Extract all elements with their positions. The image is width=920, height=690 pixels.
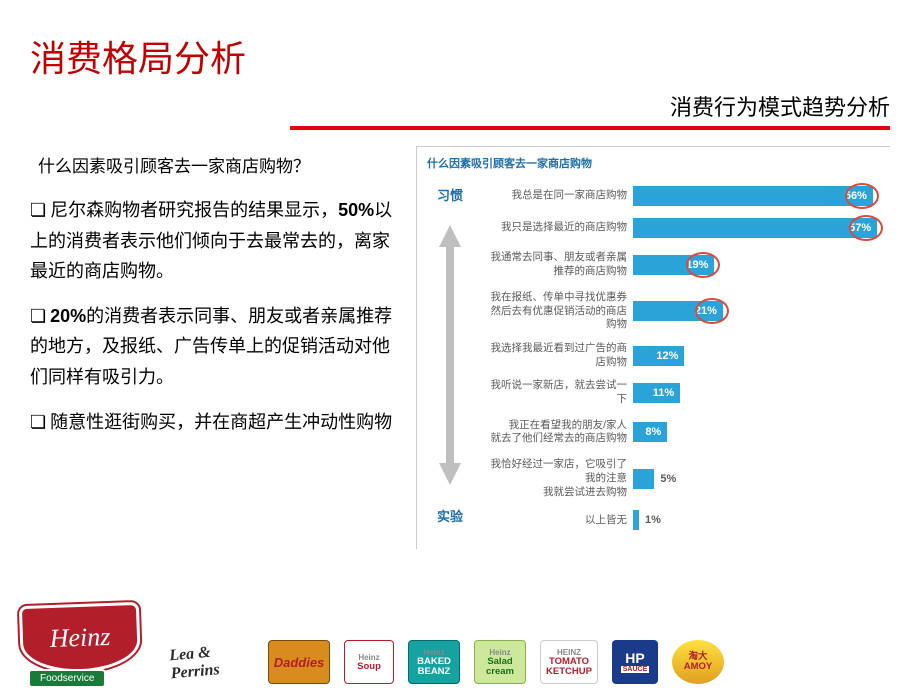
bar-value: 1% [645,514,661,526]
subtitle: 消费行为模式趋势分析 [670,90,890,122]
slide: 消费格局分析 消费行为模式趋势分析 什么因素吸引顾客去一家商店购物？ ❏尼尔森购… [0,0,920,690]
divider [290,126,890,130]
bar-track: 19% [633,255,890,275]
axis-bottom-label: 实验 [437,506,463,525]
left-column: 什么因素吸引顾客去一家商店购物？ ❏尼尔森购物者研究报告的结果显示，50%以上的… [30,146,400,549]
bar-row: 我选择我最近看到过广告的商店购物 12% [483,342,890,369]
bar-fill [633,469,654,489]
bar-value: 5% [660,473,676,485]
bar-label: 我听说一家新店，就去尝试一下 [483,379,633,406]
logo-main: Salad cream [481,657,519,677]
ketchup-logo: HEINZ TOMATO KETCHUP [540,640,598,684]
bar-row: 我恰好经过一家店，它吸引了我的注意我就尝试进去购物 5% [483,458,890,499]
bar-fill: 11% [633,383,680,403]
bar-track: 11% [633,383,890,403]
double-arrow-icon [437,210,463,500]
daddies-logo: Daddies [268,640,330,684]
bar-row: 我在报纸、传单中寻找优惠券然后去有优惠促销活动的商店购物21% [483,291,890,332]
chart-body: 习惯 实验 我总是在同一家商店购物56%我只是选择最近的商店购物57%我通常去同… [427,185,890,541]
logo-main: TOMATO KETCHUP [546,657,592,677]
bar-fill: 21% [633,301,723,321]
chart-title: 什么因素吸引顾客去一家商店购物 [427,155,890,171]
bar-label: 我总是在同一家商店购物 [483,189,633,203]
bar-fill [633,510,639,530]
bar-fill: 12% [633,346,684,366]
logo-main: AMOY [684,662,713,672]
bar-row: 我正在看望我的朋友/家人就去了他们经常去的商店购物 8% [483,416,890,448]
bar-value: 12% [656,350,678,362]
bar-label: 我通常去同事、朋友或者亲属推荐的商店购物 [483,251,633,278]
logo-main: Soup [357,662,381,672]
bar-track: 57% [633,218,890,238]
bar-track: 8% [633,422,890,442]
highlight-circle-icon [845,183,879,209]
bar-label: 以上皆无 [483,514,633,528]
bar-row: 我只是选择最近的商店购物57% [483,217,890,239]
bullet-marker-icon: ❏ [30,412,46,432]
bar-track: 12% [633,346,890,366]
bar-row: 我通常去同事、朋友或者亲属推荐的商店购物19% [483,249,890,281]
subtitle-row: 消费行为模式趋势分析 [30,90,890,122]
bullet-3: ❏随意性逛街购买，并在商超产生冲动性购物 [30,407,400,438]
hp-logo: HP SAUCE [612,640,658,684]
footer-logos: Heinz Foodservice Lea & Perrins Daddies … [0,612,920,684]
bullet-marker-icon: ❏ [30,306,46,326]
bar-track: 5% [633,469,890,489]
bar-value: 11% [653,387,674,399]
bar-track: 56% [633,186,890,206]
foodservice-banner: Foodservice [28,669,106,688]
bar-fill: 57% [633,218,877,238]
bar-track: 1% [633,510,890,530]
amoy-logo: 淘大 AMOY [672,640,724,684]
bar-label: 我选择我最近看到过广告的商店购物 [483,342,633,369]
bar-fill: 56% [633,186,873,206]
beanz-logo: Heinz BAKED BEANZ [408,640,460,684]
content-row: 什么因素吸引顾客去一家商店购物？ ❏尼尔森购物者研究报告的结果显示，50%以上的… [30,146,890,549]
heinz-text: Heinz [49,622,111,654]
bullet-2-bold: 20% [50,306,86,326]
bullet-marker-icon: ❏ [30,200,46,220]
heinz-shield: Heinz [19,602,141,674]
soup-logo: Heinz Soup [344,640,394,684]
bar-label: 我在报纸、传单中寻找优惠券然后去有优惠促销活动的商店购物 [483,291,633,332]
bar-fill: 8% [633,422,667,442]
bar-row: 我听说一家新店，就去尝试一下 11% [483,379,890,406]
bar-fill: 19% [633,255,714,275]
bullet-1-bold: 50% [338,200,374,220]
bar-label: 我恰好经过一家店，它吸引了我的注意我就尝试进去购物 [483,458,633,499]
bar-label: 我正在看望我的朋友/家人就去了他们经常去的商店购物 [483,419,633,446]
highlight-circle-icon [695,298,729,324]
highlight-circle-icon [849,215,883,241]
heinz-logo: Heinz Foodservice [20,604,150,684]
bullet-3-text: 随意性逛街购买，并在商超产生冲动性购物 [50,412,392,432]
lea-perrins-logo: Lea & Perrins [162,636,255,688]
bullet-1-pre: 尼尔森购物者研究报告的结果显示， [50,200,338,220]
highlight-circle-icon [686,252,720,278]
chart-panel: 什么因素吸引顾客去一家商店购物 习惯 实验 我总是在同一家商店购物56% 我只是选… [416,146,890,549]
logo-main: HP [625,651,644,666]
logo-sub: SAUCE [621,666,650,673]
axis-column: 习惯 实验 [427,185,473,525]
bullet-1: ❏尼尔森购物者研究报告的结果显示，50%以上的消费者表示他们倾向于去最常去的，离… [30,195,400,287]
axis-top-label: 习惯 [437,185,463,204]
bar-value: 8% [645,426,661,438]
main-title: 消费格局分析 [30,30,890,82]
question-text: 什么因素吸引顾客去一家商店购物？ [38,152,400,177]
bar-row: 我总是在同一家商店购物56% [483,185,890,207]
logo-main: BAKED BEANZ [415,657,453,677]
bar-row: 以上皆无 1% [483,509,890,531]
bar-track: 21% [633,301,890,321]
bullet-2: ❏20%的消费者表示同事、朋友或者亲属推荐的地方，及报纸、广告传单上的促销活动对… [30,301,400,393]
bars-column: 我总是在同一家商店购物56%我只是选择最近的商店购物57%我通常去同事、朋友或者… [483,185,890,541]
salad-logo: Heinz Salad cream [474,640,526,684]
bar-label: 我只是选择最近的商店购物 [483,221,633,235]
